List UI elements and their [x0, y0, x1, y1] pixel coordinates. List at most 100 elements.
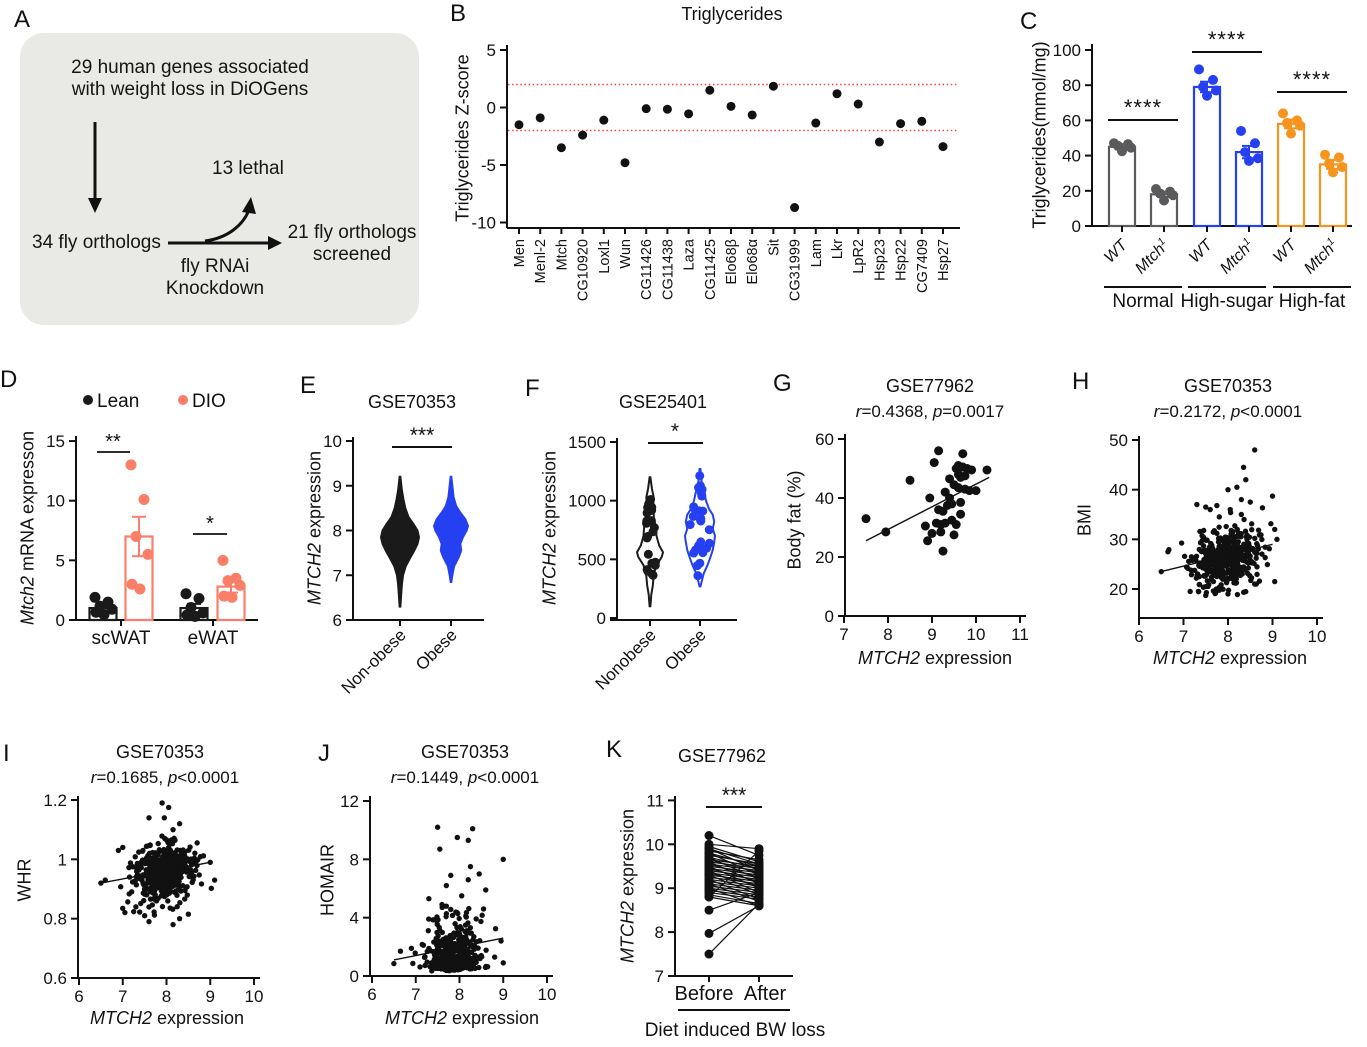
svg-text:High-sugar: High-sugar — [1181, 291, 1275, 312]
panel-letter-a: A — [14, 6, 31, 33]
svg-text:scWAT: scWAT — [91, 628, 150, 649]
svg-text:6: 6 — [367, 985, 376, 1004]
svg-text:12: 12 — [340, 792, 359, 811]
svg-text:60: 60 — [815, 430, 834, 449]
svg-text:CG31999: CG31999 — [788, 239, 804, 301]
svg-text:Obese: Obese — [661, 625, 710, 674]
svg-text:7: 7 — [839, 625, 848, 644]
svg-text:Laza: Laza — [682, 238, 698, 270]
svg-text:100: 100 — [1053, 41, 1081, 60]
svg-text:9: 9 — [927, 625, 936, 644]
svg-text:Menl-2: Menl-2 — [533, 239, 549, 283]
panel-j-ylabel: HOMAIR — [317, 844, 338, 916]
svg-text:40: 40 — [1109, 481, 1128, 500]
svg-text:**: ** — [105, 431, 121, 453]
panel-k-title: GSE77962 — [677, 746, 767, 766]
flow-rnai-text: fly RNAi Knockdown — [165, 256, 265, 299]
svg-text:1500: 1500 — [568, 433, 606, 452]
svg-text:Lkr: Lkr — [830, 239, 846, 259]
panel-b-title: Triglycerides — [681, 4, 783, 24]
svg-text:1: 1 — [58, 850, 67, 869]
panel-h-title: GSE70353 — [1183, 376, 1273, 396]
svg-text:0: 0 — [1072, 217, 1081, 236]
svg-text:Elo68α: Elo68α — [745, 239, 761, 284]
svg-text:Mtch1: Mtch1 — [1216, 236, 1257, 277]
svg-text:10: 10 — [245, 987, 264, 1006]
svg-text:6: 6 — [333, 611, 342, 630]
panel-h-plot: 20 30 40 50 6 7 8 9 10 — [1109, 431, 1326, 646]
svg-text:8: 8 — [1223, 627, 1232, 646]
svg-text:Nonobese: Nonobese — [592, 625, 660, 693]
svg-text:7: 7 — [333, 566, 342, 585]
svg-text:5: 5 — [487, 41, 496, 60]
panel-b-ylabel: Triglycerides Z-score — [452, 54, 473, 222]
panel-letter-i: I — [3, 740, 10, 767]
svg-text:-10: -10 — [471, 214, 496, 233]
panel-letter-d: D — [0, 366, 18, 393]
svg-text:Non-obese: Non-obese — [338, 625, 410, 697]
svg-text:8: 8 — [455, 985, 464, 1004]
panel-f-plot: 0 500 1000 1500 Nonobese Obese * — [568, 420, 737, 694]
svg-text:Mtch1: Mtch1 — [1131, 236, 1172, 277]
svg-text:10: 10 — [538, 985, 557, 1004]
panel-letter-c: C — [1020, 8, 1038, 35]
flow-orthologs-text: 34 fly orthologs — [32, 232, 161, 253]
flow-screened-text: 21 fly orthologs screened — [287, 222, 417, 265]
panel-i-plot: 0.6 0.8 1 1.2 6 7 8 9 10 — [43, 791, 263, 1006]
panel-letter-g: G — [773, 370, 792, 397]
svg-text:9: 9 — [655, 879, 664, 898]
panel-i-xlabel: MTCH2 expression — [89, 1008, 245, 1028]
panel-g-subtitle: r=0.4368, p=0.0017 — [855, 402, 1005, 421]
svg-text:Hsp23: Hsp23 — [872, 239, 888, 281]
svg-text:1000: 1000 — [568, 492, 606, 511]
svg-text:CG11426: CG11426 — [639, 239, 655, 300]
svg-text:60: 60 — [1062, 111, 1081, 130]
svg-text:6: 6 — [74, 987, 83, 1006]
svg-text:11: 11 — [646, 791, 664, 810]
svg-text:****: **** — [1124, 95, 1162, 120]
svg-text:0: 0 — [825, 607, 834, 626]
svg-text:10: 10 — [967, 625, 986, 644]
svg-text:10: 10 — [1308, 627, 1327, 646]
svg-text:8: 8 — [350, 850, 359, 869]
flow-diagram-box — [20, 33, 419, 325]
svg-text:10: 10 — [323, 432, 342, 451]
svg-text:10: 10 — [645, 835, 664, 854]
svg-text:Obese: Obese — [412, 625, 461, 674]
svg-text:10: 10 — [46, 492, 65, 511]
panel-i-subtitle: r=0.1685, p<0.0001 — [90, 768, 240, 787]
svg-text:After: After — [744, 983, 787, 1005]
panel-k-ylabel: MTCH2 expression — [617, 808, 638, 964]
svg-text:9: 9 — [499, 985, 508, 1004]
svg-text:6: 6 — [1134, 627, 1143, 646]
svg-text:DIO: DIO — [192, 391, 226, 412]
svg-text:WT: WT — [1101, 236, 1131, 266]
panel-j-subtitle: r=0.1449, p<0.0001 — [390, 768, 540, 787]
svg-text:50: 50 — [1109, 431, 1128, 450]
panel-h-subtitle: r=0.2172, p<0.0001 — [1153, 402, 1303, 421]
svg-text:7: 7 — [1179, 627, 1188, 646]
svg-text:WT: WT — [1186, 236, 1216, 266]
panel-f-title: GSE25401 — [618, 392, 708, 412]
svg-text:9: 9 — [206, 987, 215, 1006]
panel-e-title: GSE70353 — [367, 392, 457, 412]
svg-text:eWAT: eWAT — [188, 628, 239, 649]
panel-h-ylabel: BMI — [1074, 503, 1095, 537]
svg-text:Mtch1: Mtch1 — [1300, 236, 1341, 277]
svg-text:High-fat: High-fat — [1279, 291, 1346, 312]
svg-text:Before: Before — [675, 983, 734, 1005]
panel-g-title: GSE77962 — [885, 376, 975, 396]
svg-text:***: *** — [410, 424, 435, 447]
svg-text:0: 0 — [597, 609, 606, 628]
svg-text:Hsp22: Hsp22 — [894, 239, 910, 281]
panel-j-xlabel: MTCH2 expression — [384, 1008, 540, 1028]
svg-text:7: 7 — [655, 967, 664, 986]
svg-text:Loxl1: Loxl1 — [597, 239, 613, 274]
svg-text:15: 15 — [46, 432, 65, 451]
panel-j-plot: 0 4 8 12 6 7 8 9 10 — [340, 792, 556, 1004]
panel-e-plot: 6 7 8 9 10 Non-obese Obese *** — [323, 424, 484, 698]
panel-letter-j: J — [318, 740, 330, 767]
svg-text:Mtch: Mtch — [554, 239, 570, 270]
